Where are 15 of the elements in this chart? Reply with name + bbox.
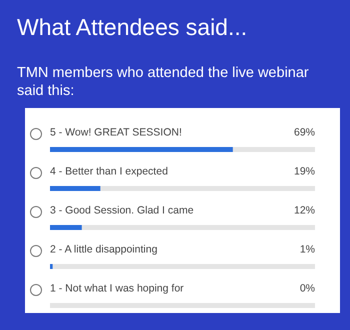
bar: [50, 186, 100, 191]
y-tick-label: 5 - Wow! GREAT SESSION!: [50, 126, 182, 138]
data-label: 1%: [300, 244, 315, 256]
y-tick-label: 3 - Good Session. Glad I came: [50, 204, 194, 216]
data-label: 12%: [294, 204, 315, 216]
bar: [50, 264, 53, 269]
bar: [50, 225, 82, 230]
y-tick-label: 4 - Better than I expected: [50, 166, 168, 178]
chart-title: What Attendees said...: [17, 14, 248, 41]
data-label: 19%: [294, 166, 315, 178]
data-label: 69%: [294, 126, 315, 138]
data-label: 0%: [300, 282, 315, 294]
y-tick-label: 2 - A little disappointing: [50, 244, 158, 256]
chart-subtitle: TMN members who attended the live webinar said this:: [17, 64, 310, 100]
y-tick-label: 1 - Not what I was hoping for: [50, 282, 184, 294]
